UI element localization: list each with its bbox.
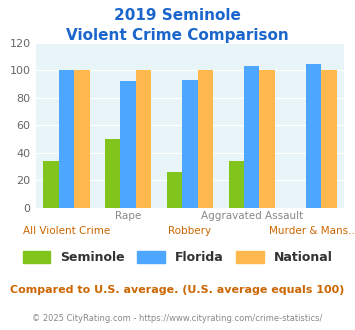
Text: 2019 Seminole: 2019 Seminole xyxy=(114,8,241,23)
Text: Violent Crime Comparison: Violent Crime Comparison xyxy=(66,28,289,43)
Text: Rape: Rape xyxy=(115,211,141,221)
Bar xyxy=(105,139,120,208)
Bar xyxy=(74,70,89,208)
Bar xyxy=(260,70,275,208)
Text: Murder & Mans...: Murder & Mans... xyxy=(269,226,355,236)
Bar xyxy=(136,70,151,208)
Text: Compared to U.S. average. (U.S. average equals 100): Compared to U.S. average. (U.S. average … xyxy=(10,285,345,295)
Bar xyxy=(198,70,213,208)
Bar xyxy=(182,80,198,208)
Bar xyxy=(306,63,321,208)
Bar xyxy=(167,172,182,208)
Bar xyxy=(321,70,337,208)
Bar xyxy=(120,82,136,208)
Text: © 2025 CityRating.com - https://www.cityrating.com/crime-statistics/: © 2025 CityRating.com - https://www.city… xyxy=(32,314,323,323)
Bar xyxy=(244,66,260,208)
Bar xyxy=(59,70,74,208)
Bar xyxy=(43,161,59,208)
Text: Aggravated Assault: Aggravated Assault xyxy=(201,211,303,221)
Bar xyxy=(229,161,244,208)
Text: Robbery: Robbery xyxy=(168,226,212,236)
Text: All Violent Crime: All Violent Crime xyxy=(23,226,110,236)
Legend: Seminole, Florida, National: Seminole, Florida, National xyxy=(18,246,337,269)
